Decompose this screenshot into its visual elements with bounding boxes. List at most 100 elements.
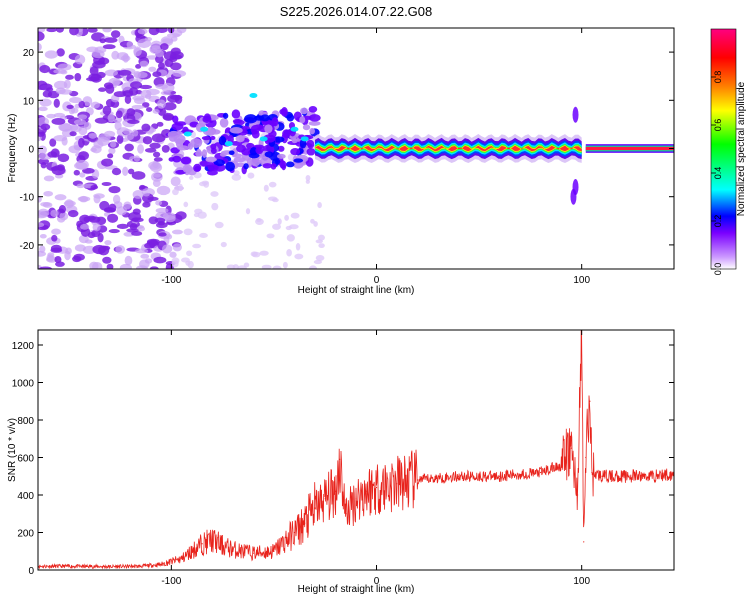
heatmap-cell	[268, 181, 277, 188]
heatmap-cell	[274, 158, 281, 165]
heatmap-cell	[199, 232, 208, 239]
spectrogram-y-axis-label: Frequency (Hz)	[7, 114, 18, 183]
heatmap-cell	[200, 126, 209, 132]
y-tick-label: 0	[28, 145, 34, 156]
heatmap-cell	[156, 185, 171, 196]
colorbar-tick-label: 0.8	[713, 71, 723, 84]
x-tick-label: -100	[161, 275, 181, 286]
heatmap-cell	[226, 264, 236, 269]
heatmap-cell	[270, 163, 277, 170]
x-tick-label: 100	[573, 275, 590, 286]
heatmap-cell	[570, 188, 577, 205]
heatmap-cell	[77, 196, 91, 202]
heatmap-cell	[107, 113, 115, 123]
heatmap-cell	[187, 260, 194, 269]
colorbar-tick-label: 0.6	[713, 119, 723, 132]
heatmap-cell	[102, 44, 116, 50]
heatmap-cell	[46, 254, 54, 262]
heatmap-cell	[87, 28, 98, 33]
heatmap-cell	[315, 255, 325, 262]
heatmap-cell	[195, 150, 203, 157]
heatmap-cell	[99, 200, 110, 211]
snr-data-point	[499, 475, 501, 477]
heatmap-cell	[162, 112, 175, 121]
heatmap-cell	[229, 127, 243, 134]
snr-data-point	[478, 475, 480, 477]
heatmap-cell	[107, 213, 119, 223]
heatmap-cell	[155, 84, 168, 90]
snr-data-point	[601, 475, 603, 477]
heatmap-cell	[317, 234, 325, 241]
heatmap-cell	[50, 166, 60, 171]
heatmap-cell	[290, 148, 301, 156]
snr-data-point	[583, 541, 585, 543]
heatmap-cell	[135, 248, 149, 254]
heatmap-cell	[50, 244, 62, 252]
heatmap-cell	[309, 127, 316, 135]
heatmap-cell	[53, 98, 60, 108]
heatmap-cell	[224, 141, 233, 147]
heatmap-cell	[310, 218, 315, 224]
heatmap-cell	[127, 119, 140, 124]
heatmap-cell	[157, 62, 165, 70]
heatmap-cell	[148, 66, 157, 72]
heatmap-cell	[211, 202, 219, 211]
heatmap-cell	[144, 147, 157, 153]
heatmap-cell	[148, 216, 158, 225]
snr-data-point	[338, 458, 341, 460]
heatmap-cell	[271, 117, 279, 127]
x-tick-label: 100	[573, 576, 590, 587]
snr-data-point	[345, 513, 347, 515]
heatmap-cell	[39, 98, 52, 107]
heatmap-cell	[47, 151, 58, 158]
heatmap-cell	[244, 114, 258, 124]
colorbar-ticks: 0.0 0.2 0.4 0.6 0.8	[711, 71, 723, 275]
heatmap-cell	[69, 131, 77, 137]
heatmap-cell	[90, 147, 97, 153]
heatmap-cell	[172, 243, 182, 252]
heatmap-cell	[277, 218, 282, 225]
heatmap-cell	[38, 158, 50, 165]
y-tick-label: 0	[28, 566, 34, 577]
heatmap-cell	[189, 175, 194, 180]
heatmap-cell	[91, 49, 105, 59]
snr-data-point	[589, 400, 591, 402]
heatmap-cell	[108, 147, 116, 155]
snr-y-ticks: 0 200 400 600 800 1000 1200	[12, 341, 674, 577]
heatmap-cell	[63, 79, 71, 89]
heatmap-cell	[38, 208, 50, 218]
heatmap-cell	[308, 265, 318, 269]
heatmap-cell	[295, 243, 301, 251]
heatmap-cell	[190, 131, 196, 139]
heatmap-cell	[122, 166, 129, 176]
heatmap-cell	[78, 137, 85, 148]
heatmap-cell	[73, 119, 87, 126]
heatmap-cell	[38, 31, 45, 41]
heatmap-cell	[77, 114, 88, 120]
heatmap-cell	[65, 74, 74, 80]
heatmap-cell	[210, 135, 216, 140]
heatmap-cell	[96, 71, 106, 79]
heatmap-cell	[38, 145, 47, 155]
heatmap-cell	[313, 259, 322, 265]
heatmap-cell	[69, 28, 79, 36]
heatmap-cell	[276, 153, 286, 159]
snr-data-point	[293, 531, 296, 534]
heatmap-cell	[245, 208, 251, 215]
heatmap-cell	[171, 122, 184, 131]
heatmap-cell	[180, 156, 192, 165]
heatmap-cell	[272, 223, 281, 230]
heatmap-cell	[92, 244, 107, 255]
heatmap-cell	[160, 43, 169, 51]
heatmap-cell	[93, 194, 101, 204]
heatmap-cell	[155, 200, 163, 206]
heatmap-cell	[78, 100, 86, 109]
heatmap-cell	[250, 124, 260, 135]
heatmap-cell	[231, 153, 243, 158]
heatmap-cell	[290, 126, 299, 132]
heatmap-cell	[155, 207, 169, 214]
snr-data-point	[273, 550, 275, 552]
heatmap-cell	[122, 128, 133, 135]
heatmap-cell	[75, 159, 89, 170]
